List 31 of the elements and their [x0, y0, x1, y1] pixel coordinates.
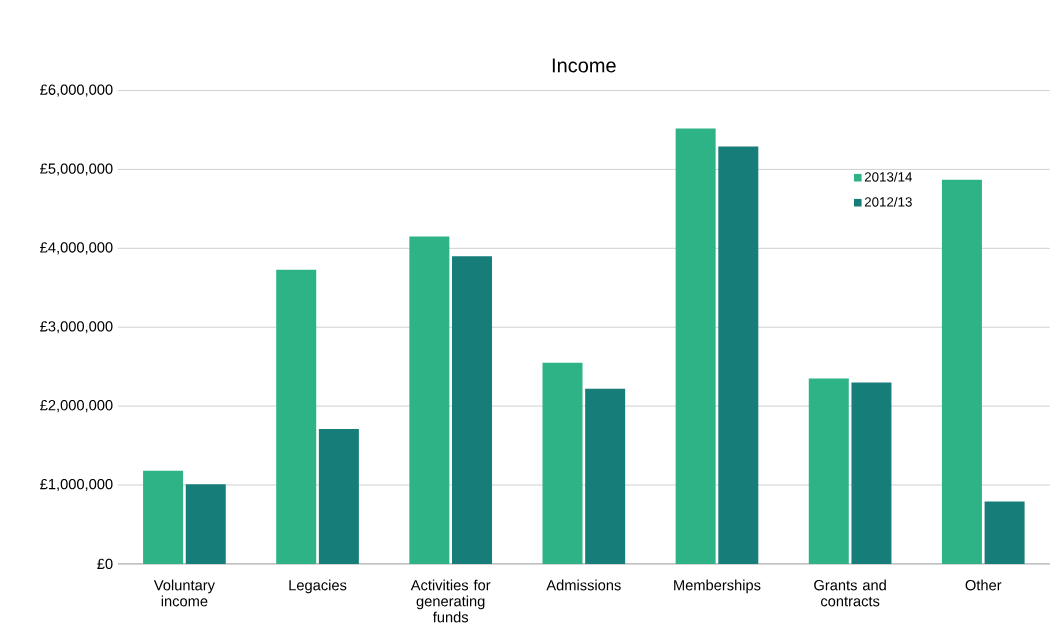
y-tick-label: £2,000,000 [40, 400, 113, 413]
chart-title: Income [552, 58, 616, 73]
x-tick-label: Voluntary income [153, 579, 215, 607]
x-tick-label: Memberships [674, 579, 761, 594]
bar [185, 484, 226, 564]
bar [143, 470, 184, 564]
x-tick-label: Grants and contracts [814, 579, 886, 607]
bar [851, 382, 892, 564]
bar [542, 362, 583, 564]
legend-label: 2013/14 [864, 171, 913, 182]
bar [276, 269, 317, 564]
y-tick-label: £3,000,000 [40, 321, 113, 334]
bar [808, 378, 849, 564]
x-tick-label: Legacies [289, 579, 347, 594]
bar [984, 501, 1025, 564]
bar [318, 428, 359, 564]
y-tick-label: £6,000,000 [40, 84, 113, 97]
bar [941, 179, 982, 564]
y-tick-label: £4,000,000 [40, 242, 113, 255]
bar [675, 128, 716, 564]
y-tick-label: £5,000,000 [40, 163, 113, 176]
x-tick-label: Other [965, 579, 1002, 591]
bar [585, 388, 626, 564]
bar [409, 236, 450, 564]
bar [452, 256, 493, 564]
x-tick-label: Admissions [546, 579, 621, 591]
bar [718, 146, 759, 564]
legend-label: 2012/13 [864, 196, 912, 207]
x-tick-label: Activities for generating funds [410, 579, 491, 623]
y-tick-label: £1,000,000 [40, 478, 113, 492]
y-tick-label: £0 [97, 558, 113, 570]
